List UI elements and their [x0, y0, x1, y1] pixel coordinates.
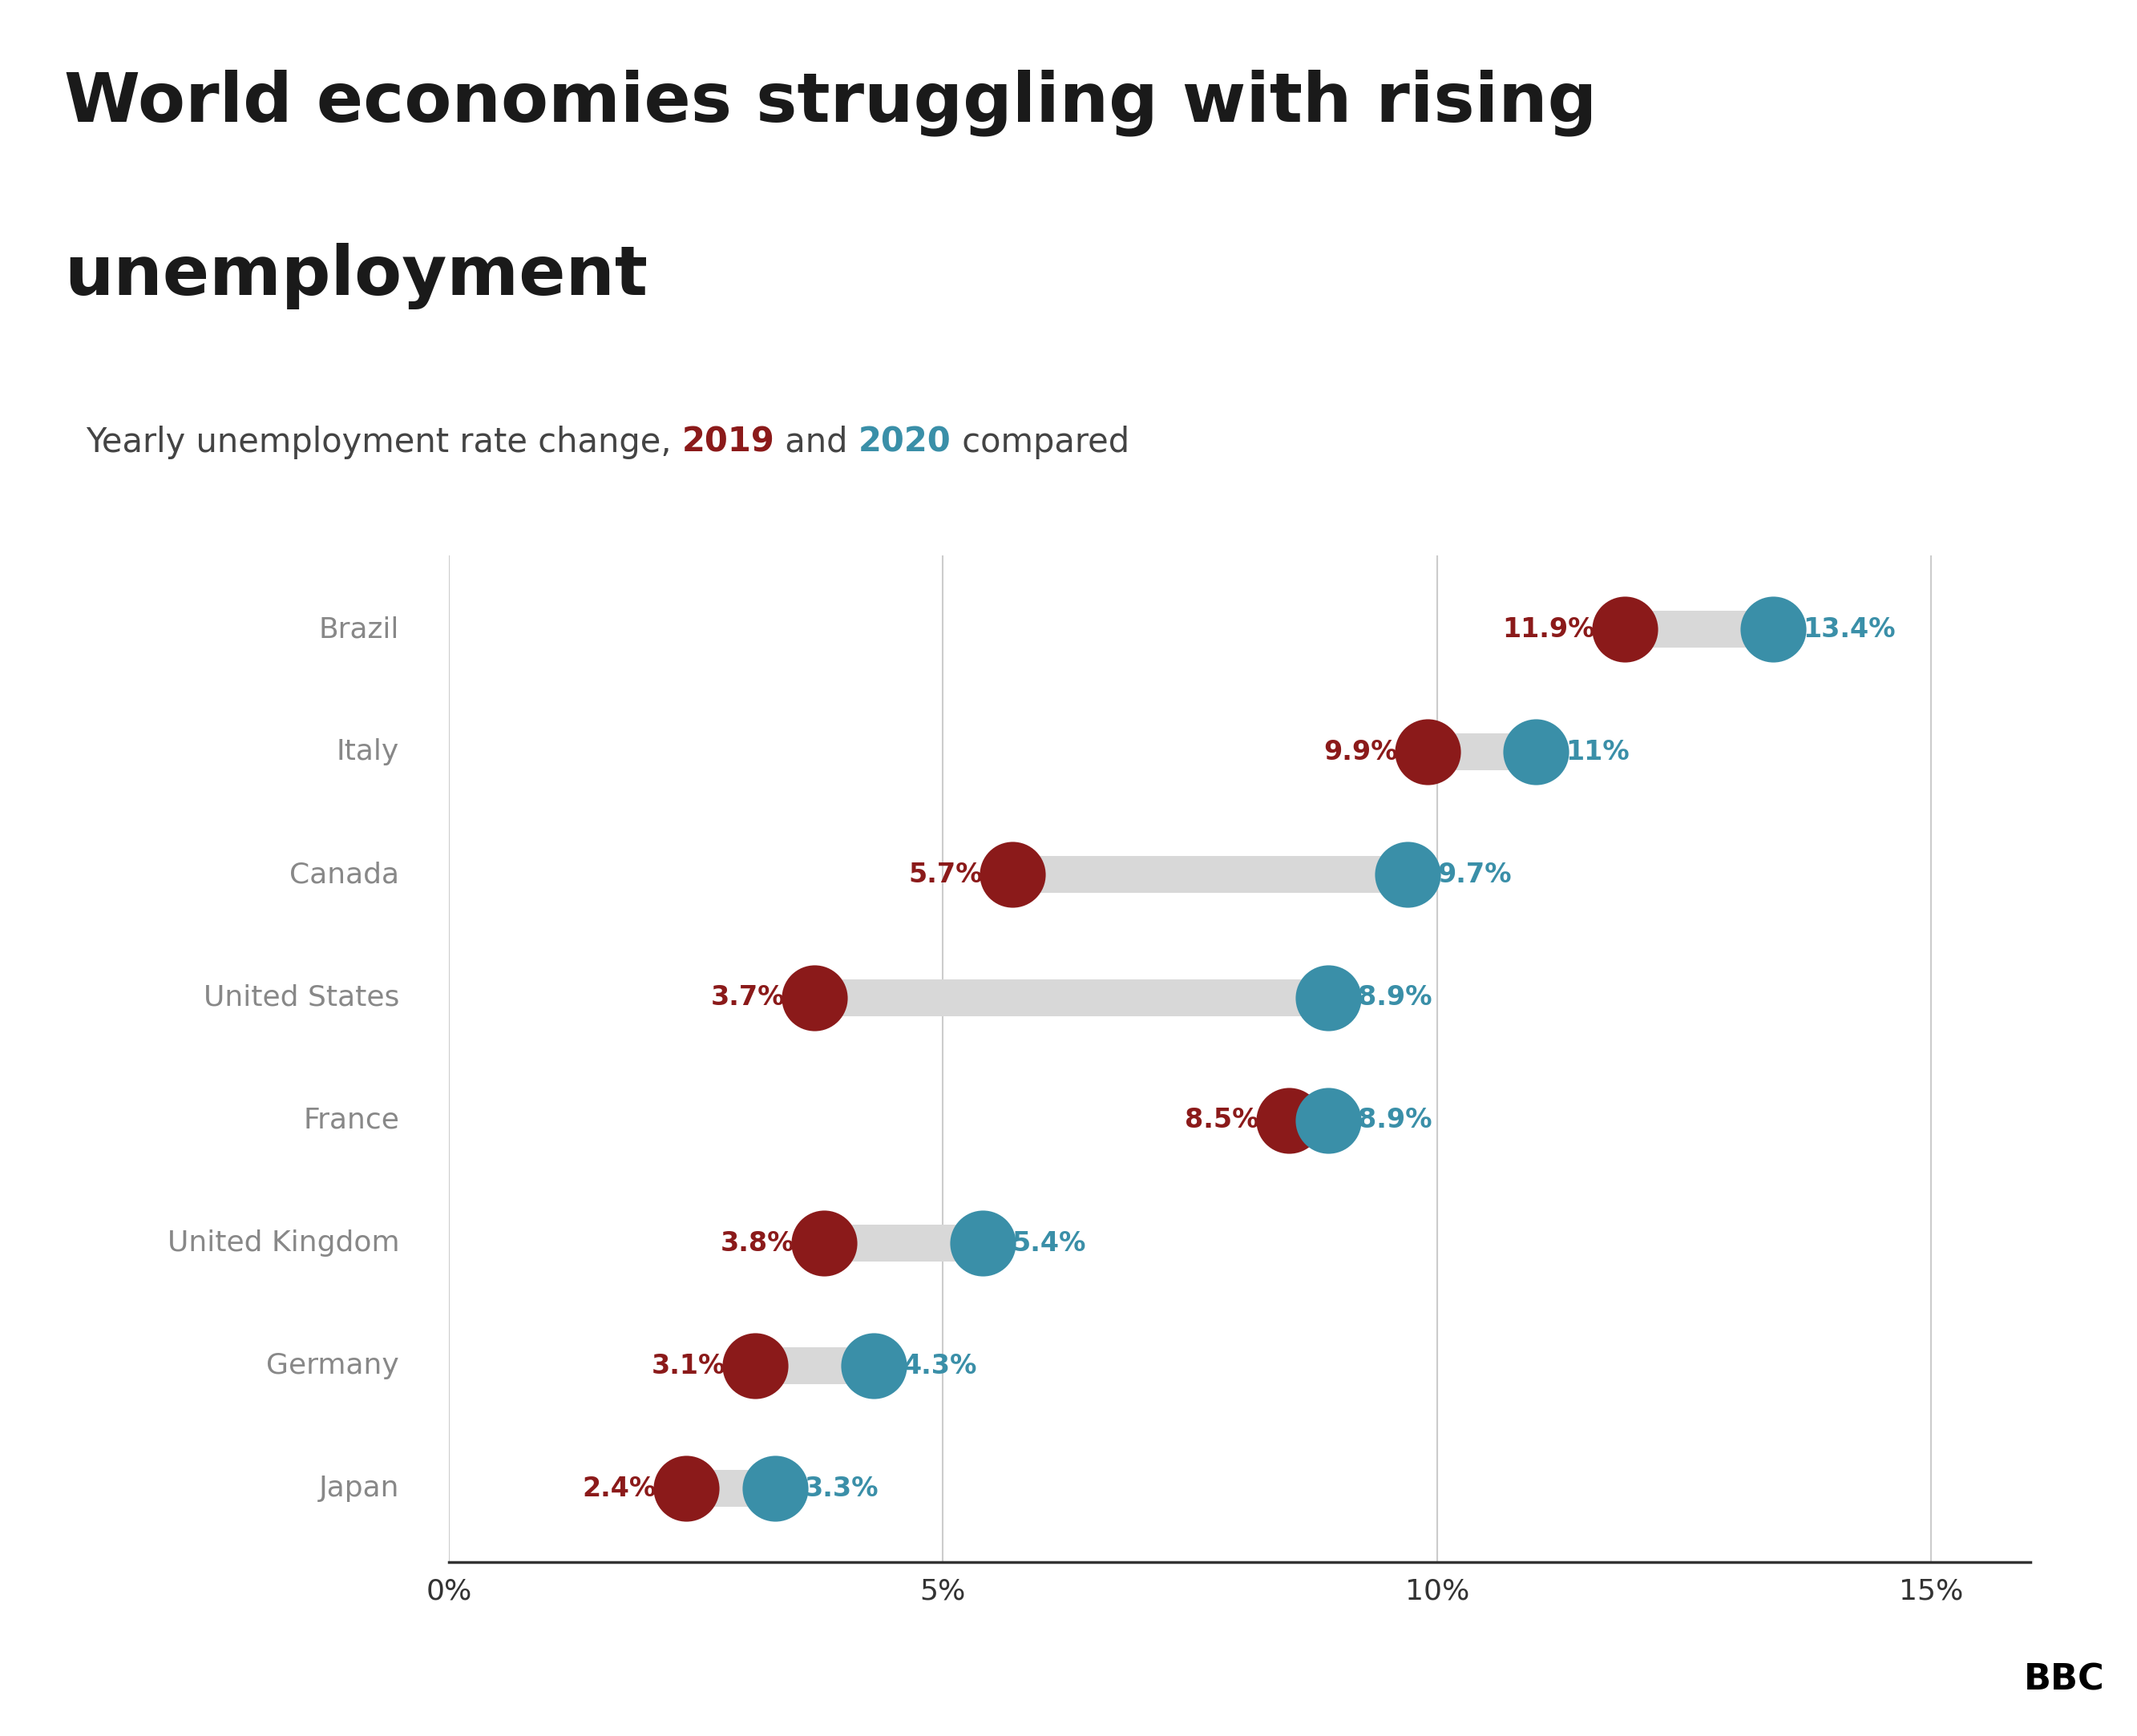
Text: 3.8%: 3.8% [720, 1229, 795, 1257]
Text: United Kingdom: United Kingdom [167, 1229, 400, 1257]
Point [797, 984, 831, 1012]
Text: 9.7%: 9.7% [1436, 861, 1511, 889]
Text: 5.4%: 5.4% [1013, 1229, 1086, 1257]
Text: 5.7%: 5.7% [908, 861, 983, 889]
Text: 3.7%: 3.7% [712, 984, 784, 1010]
Text: Yearly unemployment rate change,: Yearly unemployment rate change, [85, 425, 682, 458]
Bar [1428, 734, 1537, 771]
Text: 3.3%: 3.3% [804, 1476, 878, 1502]
Text: 8.9%: 8.9% [1359, 1108, 1432, 1134]
Text: compared: compared [951, 425, 1128, 458]
Text: and: and [774, 425, 859, 458]
Point [669, 1476, 703, 1503]
Text: 11%: 11% [1566, 740, 1628, 766]
Text: Source: International Monetary Fund: Source: International Monetary Fund [43, 1667, 530, 1693]
Text: Germany: Germany [267, 1352, 400, 1380]
Point [1757, 615, 1791, 642]
Bar [825, 1224, 983, 1262]
Point [1607, 615, 1641, 642]
Text: Brazil: Brazil [318, 616, 400, 642]
Point [1519, 738, 1554, 766]
Text: 9.9%: 9.9% [1323, 740, 1398, 766]
Text: World economies struggling with rising: World economies struggling with rising [64, 69, 1596, 137]
Text: 2.4%: 2.4% [583, 1476, 656, 1502]
Text: 3.1%: 3.1% [652, 1352, 727, 1378]
Point [966, 1229, 1000, 1257]
Text: 11.9%: 11.9% [1502, 616, 1594, 642]
Text: France: France [303, 1108, 400, 1134]
Text: Canada: Canada [288, 861, 400, 889]
Text: Japan: Japan [318, 1476, 400, 1502]
Point [737, 1352, 771, 1380]
Bar [1013, 856, 1408, 894]
Point [996, 861, 1030, 889]
Point [1410, 738, 1445, 766]
Text: 4.3%: 4.3% [904, 1352, 977, 1378]
Text: 2020: 2020 [859, 425, 951, 458]
Point [1391, 861, 1425, 889]
Text: 2019: 2019 [682, 425, 774, 458]
Text: BBC: BBC [2024, 1663, 2105, 1696]
Bar [754, 1347, 874, 1384]
Text: 13.4%: 13.4% [1804, 616, 1896, 642]
Bar [1289, 1102, 1329, 1139]
Text: unemployment: unemployment [64, 243, 648, 309]
Text: 8.5%: 8.5% [1186, 1108, 1259, 1134]
Text: United States: United States [203, 984, 400, 1010]
Point [857, 1352, 891, 1380]
Point [808, 1229, 842, 1257]
Point [1312, 984, 1346, 1012]
Point [759, 1476, 793, 1503]
Bar [1624, 611, 1774, 648]
Point [1272, 1106, 1306, 1134]
Bar [686, 1470, 776, 1507]
Point [1312, 1106, 1346, 1134]
Text: 8.9%: 8.9% [1359, 984, 1432, 1010]
Text: Italy: Italy [338, 738, 400, 766]
Bar [814, 979, 1329, 1016]
